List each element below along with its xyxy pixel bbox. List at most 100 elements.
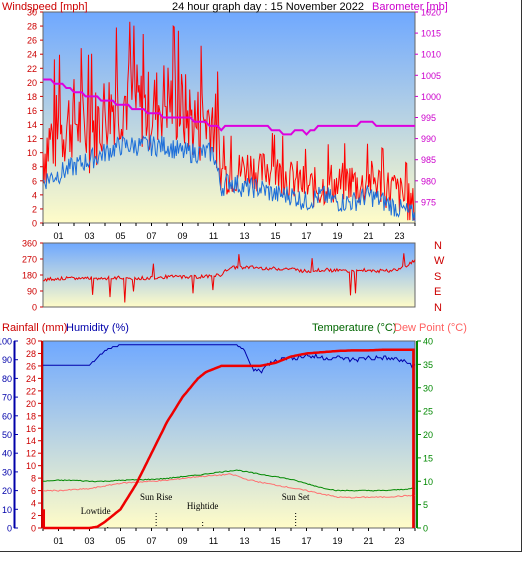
barometer-line <box>43 78 415 136</box>
barometer-tick-label: 1015 <box>421 29 441 39</box>
x-axis-ticks: 01 03 05 07 09 11 13 15 17 19 21 23 <box>42 223 416 241</box>
x-tick-label: 11 <box>209 536 218 546</box>
wind-direction-panel: 0 90 180 270 360 N W S E N <box>22 239 445 315</box>
x-tick-label: 17 <box>301 231 311 241</box>
rainfall-tick-label: 28 <box>26 349 36 359</box>
compass-w: W <box>434 255 445 267</box>
rainfall-tick-label: 10 <box>26 461 36 471</box>
windspeed-tick-label: 2 <box>32 204 37 214</box>
windspeed-tick-label: 28 <box>27 22 37 32</box>
humidity-tick-label: 100 <box>0 337 12 347</box>
rainfall-tick-label: 8 <box>31 474 36 484</box>
barometer-tick-label: 980 <box>421 176 436 186</box>
x-tick-label: 03 <box>84 536 94 546</box>
windspeed-gust-line <box>42 21 416 221</box>
rainfall-tick-label: 18 <box>26 411 36 421</box>
temperature-tick-label: 20 <box>423 430 433 440</box>
rainfall-tick-label: 22 <box>26 386 36 396</box>
direction-tick-label: 90 <box>27 287 37 297</box>
rain-plot-area <box>42 340 416 529</box>
x-tick-label: 09 <box>177 536 187 546</box>
rainfall-line <box>43 348 415 530</box>
windspeed-tick-label: 24 <box>27 50 37 60</box>
barometer-tick-label: 985 <box>421 155 436 165</box>
humidity-tick-label: 70 <box>2 393 12 403</box>
temperature-tick-label: 10 <box>423 477 433 487</box>
barometer-tick-label: 1020 <box>421 8 441 18</box>
windspeed-tick-label: 22 <box>27 64 37 74</box>
x-tick-label: 01 <box>53 231 63 241</box>
windspeed-tick-label: 0 <box>32 219 37 229</box>
humidity-axis-title: Humidity (%) <box>66 322 129 334</box>
rainfall-tick-label: 14 <box>26 436 36 446</box>
temperature-axis-title: Temperature (°C) <box>312 322 396 334</box>
barometer-tick-label: 1000 <box>421 92 441 102</box>
barometer-tick-label: 995 <box>421 113 436 123</box>
rainfall-tick-label: 30 <box>26 337 36 347</box>
compass-s: S <box>434 271 441 283</box>
temperature-tick-label: 35 <box>423 360 433 370</box>
rainfall-tick-label: 12 <box>26 449 36 459</box>
x-tick-label: 19 <box>332 536 342 546</box>
humidity-line <box>43 344 416 374</box>
rainfall-tick-label: 6 <box>31 486 36 496</box>
annotation-label: Hightide <box>187 501 219 511</box>
x-tick-label: 09 <box>177 231 187 241</box>
dewpoint-axis-title: Dew Point (°C) <box>394 322 467 334</box>
x-tick-label: 03 <box>84 231 94 241</box>
x-tick-label: 07 <box>146 231 156 241</box>
compass-n-top: N <box>434 240 442 252</box>
x-tick-label: 13 <box>239 536 249 546</box>
temperature-tick-label: 5 <box>423 500 428 510</box>
temperature-line <box>42 469 416 492</box>
humidity-tick-label: 0 <box>7 524 12 534</box>
x-tick-label: 21 <box>363 536 373 546</box>
rainfall-tick-label: 16 <box>26 424 36 434</box>
x-axis-ticks-bottom: 01 03 05 07 09 11 13 15 17 19 21 23 <box>42 528 416 546</box>
rain-humidity-temperature-panel: Rainfall (mm) Humidity (%) Temperature (… <box>0 322 467 546</box>
annotation-label: Lowtide <box>81 506 111 516</box>
windspeed-tick-label: 16 <box>27 106 37 116</box>
humidity-tick-label: 60 <box>2 411 12 421</box>
wind-direction-line <box>43 253 416 303</box>
x-tick-label: 23 <box>394 536 404 546</box>
windspeed-tick-label: 12 <box>27 134 37 144</box>
direction-series <box>43 253 416 303</box>
wind-barometer-panel: Windspeed [mph] 24 hour graph day : 15 N… <box>2 1 448 241</box>
windspeed-tick-label: 20 <box>27 78 37 88</box>
windspeed-tick-label: 18 <box>27 92 37 102</box>
barometer-axis-title: Barometer [mb] <box>372 1 448 13</box>
x-tick-label: 17 <box>301 536 311 546</box>
x-tick-label: 07 <box>146 536 156 546</box>
windspeed-mean-line <box>42 135 416 221</box>
temperature-tick-label: 25 <box>423 407 433 417</box>
barometer-tick-label: 1010 <box>421 50 441 60</box>
wind-series <box>42 21 416 221</box>
barometer-axis-ticks: 975 980 985 990 995 1000 1005 1010 1015 1020 <box>415 8 441 207</box>
direction-tick-label: 0 <box>32 303 37 313</box>
barometer-tick-label: 1005 <box>421 71 441 81</box>
compass-labels: N W S E N <box>434 240 445 314</box>
windspeed-tick-label: 10 <box>27 148 37 158</box>
barometer-tick-label: 990 <box>421 134 436 144</box>
x-tick-label: 15 <box>270 536 280 546</box>
tide-sun-annotations: Lowtide Sun Rise Hightide Sun Set <box>81 492 310 528</box>
direction-plot-area <box>42 242 416 308</box>
direction-tick-label: 270 <box>22 255 37 265</box>
rainfall-tick-label: 26 <box>26 361 36 371</box>
humidity-tick-label: 90 <box>2 355 12 365</box>
dewpoint-line <box>42 473 416 499</box>
annotation-label: Sun Set <box>282 492 310 502</box>
x-tick-label: 11 <box>209 231 218 241</box>
x-tick-label: 19 <box>332 231 342 241</box>
windspeed-tick-label: 4 <box>32 190 37 200</box>
windspeed-tick-label: 14 <box>27 120 37 130</box>
rainfall-tick-label: 24 <box>26 374 36 384</box>
compass-e: E <box>434 286 441 298</box>
rainfall-tick-label: 4 <box>31 499 36 509</box>
x-tick-label: 15 <box>270 231 280 241</box>
chart-title: 24 hour graph day : 15 November 2022 <box>172 1 364 13</box>
